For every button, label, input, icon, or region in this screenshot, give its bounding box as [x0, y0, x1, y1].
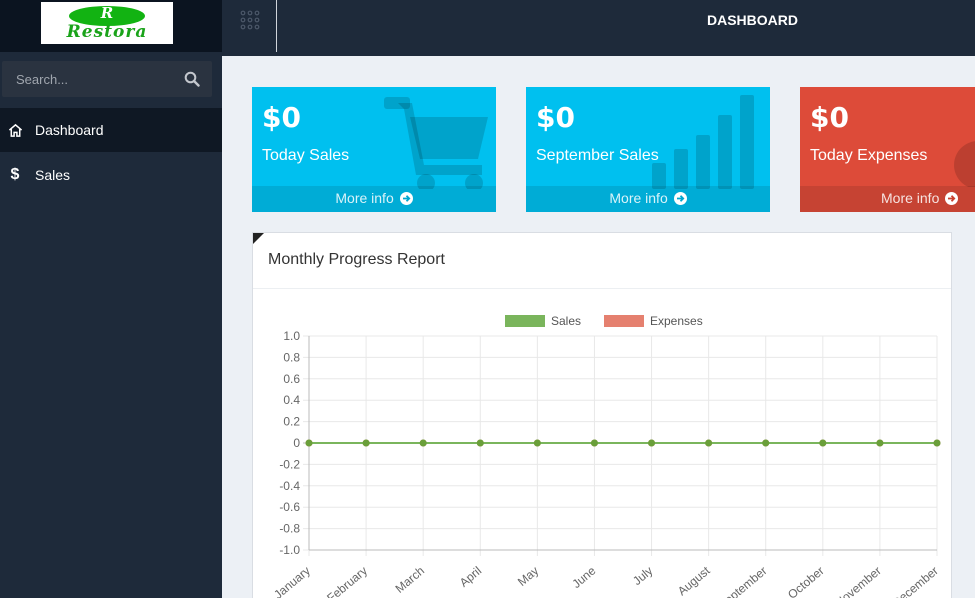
legend-swatch	[505, 315, 545, 327]
sidebar-item-dashboard[interactable]: Dashboard	[0, 108, 222, 152]
sidebar-search	[2, 61, 212, 97]
data-point	[533, 439, 541, 447]
y-tick-label: -0.8	[279, 522, 300, 536]
more-info-link[interactable]: More info	[800, 186, 975, 212]
monthly-report-panel: Monthly Progress Report Sales Expenses 1.0…	[252, 232, 952, 598]
user-icon	[954, 141, 975, 187]
y-tick-label: 1.0	[283, 329, 300, 343]
card-value: $0	[810, 101, 849, 134]
legend-label: Expenses	[650, 314, 703, 328]
y-tick-label: -0.2	[279, 457, 300, 471]
logo-text: Restora	[66, 22, 148, 42]
card-label: Today Expenses	[810, 147, 928, 164]
data-point	[476, 439, 484, 447]
shopping-cart-icon	[384, 97, 488, 189]
more-info-label: More info	[609, 190, 668, 206]
x-tick-label: February	[324, 564, 370, 598]
y-tick-label: -0.4	[279, 479, 300, 493]
y-tick-label: 0	[293, 436, 300, 450]
card-value: $0	[536, 101, 575, 134]
y-tick-label: -0.6	[279, 500, 300, 514]
data-point	[648, 439, 656, 447]
data-point	[590, 439, 598, 447]
y-tick-label: 0.2	[283, 415, 300, 429]
data-point	[819, 439, 827, 447]
month-sales-card: $0 September Sales More info	[526, 87, 770, 212]
grid-menu-icon[interactable]	[240, 10, 260, 30]
more-info-label: More info	[881, 190, 940, 206]
data-point	[705, 439, 713, 447]
bar-chart-icon	[652, 95, 754, 189]
y-tick-label: 0.8	[283, 350, 300, 364]
y-tick-label: 0.6	[283, 372, 300, 386]
data-point	[305, 439, 313, 447]
card-label: September Sales	[536, 147, 659, 164]
brand-logo[interactable]: R Restora	[41, 2, 173, 44]
data-point	[362, 439, 370, 447]
search-input[interactable]	[2, 61, 177, 97]
logo-badge	[69, 6, 145, 26]
x-tick-label: April	[457, 564, 484, 590]
sidebar-item-label: Sales	[35, 167, 71, 183]
panel-divider	[253, 288, 951, 289]
sidebar-item-label: Dashboard	[35, 122, 104, 138]
monthly-progress-chart: Sales Expenses 1.0 0.8 0.6 0.4 0.2 0 -0.2 -0.4 -0.…	[271, 314, 941, 598]
x-tick-label: June	[569, 563, 598, 591]
x-tick-label: July	[630, 564, 655, 588]
arrow-circle-right-icon	[673, 192, 687, 205]
x-tick-label: September	[716, 564, 770, 598]
page-title: DASHBOARD	[707, 12, 798, 28]
arrow-circle-right-icon	[945, 192, 959, 205]
data-point	[933, 439, 941, 447]
x-tick-label: December	[890, 564, 941, 598]
logo-initial: R	[100, 4, 114, 22]
data-point	[419, 439, 427, 447]
x-tick-label: November	[832, 564, 883, 598]
sidebar: R Restora Dashboard $ Sales	[0, 0, 222, 598]
card-label: Today Sales	[262, 147, 350, 164]
legend-label: Sales	[551, 314, 581, 328]
today-sales-card: $0 Today Sales More info	[252, 87, 496, 212]
x-tick-label: March	[393, 564, 428, 596]
arrow-circle-right-icon	[399, 192, 413, 205]
header-divider	[276, 0, 277, 52]
more-info-label: More info	[335, 190, 394, 206]
card-value: $0	[262, 101, 301, 134]
logo-area: R Restora	[0, 0, 222, 52]
data-point	[762, 439, 770, 447]
x-tick-label: May	[515, 564, 541, 589]
today-expenses-card: $0 Today Expenses More info	[800, 87, 975, 212]
data-point	[876, 439, 884, 447]
search-icon[interactable]	[184, 71, 200, 87]
x-tick-label: January	[271, 564, 313, 598]
more-info-link[interactable]: More info	[526, 186, 770, 212]
panel-title: Monthly Progress Report	[268, 251, 445, 268]
panel-corner-marker	[253, 233, 264, 244]
x-tick-label: August	[675, 563, 713, 598]
dollar-icon: $	[10, 166, 20, 183]
top-header: DASHBOARD	[222, 0, 975, 56]
y-tick-label: 0.4	[283, 393, 300, 407]
more-info-link[interactable]: More info	[252, 186, 496, 212]
legend-swatch	[604, 315, 644, 327]
x-tick-label: October	[785, 564, 827, 598]
y-tick-label: -1.0	[279, 543, 300, 557]
sidebar-item-sales[interactable]: $ Sales	[0, 153, 222, 197]
home-icon	[7, 122, 23, 138]
